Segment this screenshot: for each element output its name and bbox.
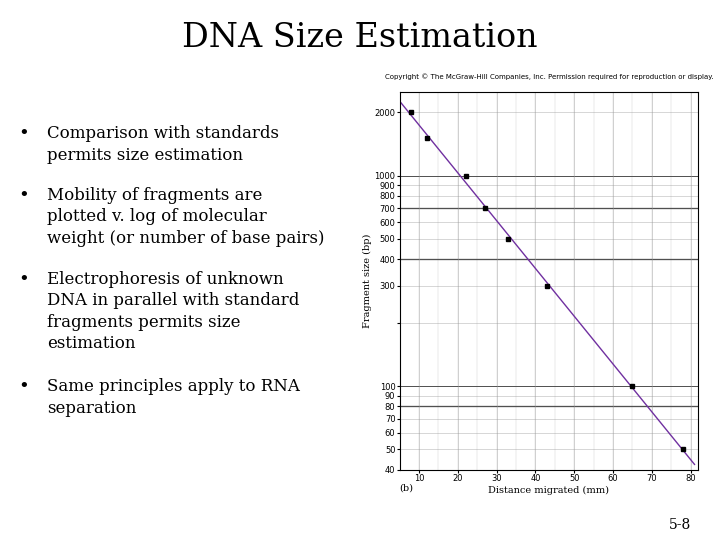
Text: Copyright © The McGraw-Hill Companies, Inc. Permission required for reproduction: Copyright © The McGraw-Hill Companies, I…: [385, 73, 714, 79]
Text: •: •: [18, 186, 29, 205]
Text: •: •: [18, 125, 29, 144]
Text: •: •: [18, 271, 29, 289]
Text: •: •: [18, 378, 29, 396]
Y-axis label: Fragment size (bp): Fragment size (bp): [363, 234, 372, 328]
Text: DNA Size Estimation: DNA Size Estimation: [182, 22, 538, 53]
Text: Comparison with standards
permits size estimation: Comparison with standards permits size e…: [47, 125, 279, 164]
Text: Electrophoresis of unknown
DNA in parallel with standard
fragments permits size
: Electrophoresis of unknown DNA in parall…: [47, 271, 300, 353]
Text: (b): (b): [400, 483, 413, 492]
Text: Same principles apply to RNA
separation: Same principles apply to RNA separation: [47, 378, 300, 417]
X-axis label: Distance migrated (mm): Distance migrated (mm): [488, 486, 610, 495]
Text: 5-8: 5-8: [669, 518, 691, 532]
Text: Mobility of fragments are
plotted v. log of molecular
weight (or number of base : Mobility of fragments are plotted v. log…: [47, 186, 324, 247]
